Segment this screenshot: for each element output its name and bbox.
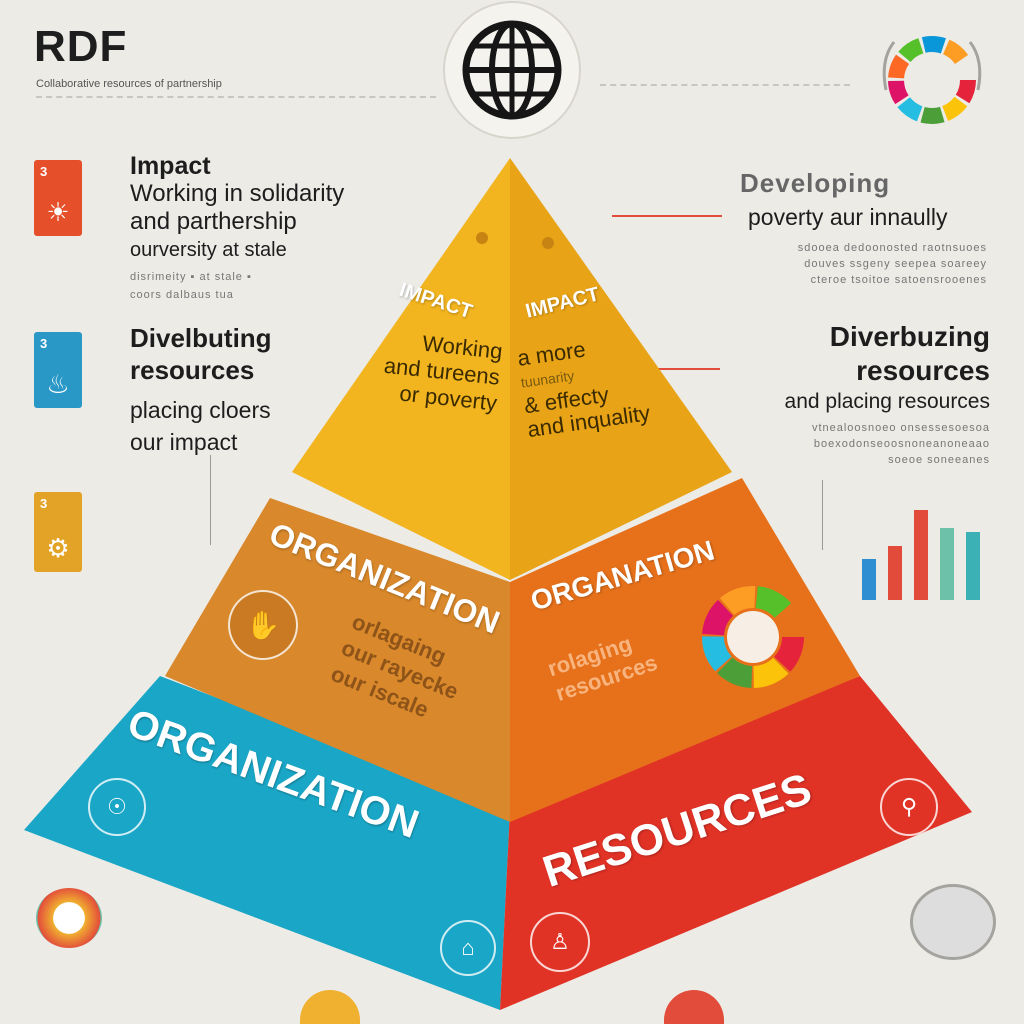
right-block-2-faint-3: soeoe soneeanes xyxy=(888,454,990,466)
globe-icon xyxy=(443,1,581,139)
left-connector xyxy=(210,455,211,545)
right-block-2-heading-line-1: Diverbuzing xyxy=(829,321,990,352)
apex-dot-right xyxy=(542,237,554,249)
apex-right-text: a more tuunarity & effecty and inquality xyxy=(516,330,652,443)
bottom-left-badge xyxy=(36,888,102,948)
mini-bar-2 xyxy=(888,546,902,600)
mid-left-face xyxy=(165,498,510,822)
globe-badge xyxy=(432,0,592,150)
un-emblem-icon xyxy=(910,884,996,960)
left-block-1-faint-1: disrimeity ▪ at stale ▪ xyxy=(130,271,252,283)
sdg-tile-1: 3 ☀ xyxy=(34,160,82,236)
bank-icon: ⌂ xyxy=(440,920,496,976)
mini-bar-1 xyxy=(862,559,876,600)
base-right-face xyxy=(500,676,972,1010)
left-block-2-line-1: placing cloers xyxy=(130,397,271,423)
right-connector-2 xyxy=(640,368,720,370)
left-block-2-heading-line-1: Divelbuting xyxy=(130,323,272,353)
right-block-1-faint-1: sdooea dedoonosted raotnsuoes xyxy=(797,242,987,254)
mid-sdg-wheel xyxy=(698,582,808,692)
left-block-1-line-1: Working in solidarity xyxy=(130,180,345,207)
left-block-1-faint: disrimeity ▪ at stale ▪ coors dalbaus tu… xyxy=(130,268,252,304)
left-block-1-heading: Impact xyxy=(130,152,211,180)
right-block-1-faint-3: cteroe tsoitoe satoensrooenes xyxy=(810,274,987,286)
apex-right-face xyxy=(510,158,732,580)
right-block-1-heading: Developing xyxy=(740,168,891,198)
header-divider-right xyxy=(600,84,850,86)
right-block-2-faint-2: boexodonseoosnoneanoneaao xyxy=(813,438,990,450)
apex-left-text: Working and tureens or poverty xyxy=(366,325,504,416)
mini-bar-5 xyxy=(966,532,980,600)
right-block-1-line-1: poverty aur innaully xyxy=(748,204,948,230)
brand-tagline: Collaborative resources of partnership xyxy=(36,78,222,90)
brand-title: RDF xyxy=(34,22,128,71)
header-divider-left xyxy=(36,96,436,98)
sdg-wheel-icon xyxy=(702,586,804,688)
sdg-tile-1-num: 3 xyxy=(40,164,48,179)
megaphone-icon: ⚲ xyxy=(880,778,938,836)
right-block-1-faint: sdooea dedoonosted raotnsuoes douves ssg… xyxy=(705,240,987,288)
left-block-2-text: placing cloers our impact xyxy=(130,394,271,458)
apex-left-face xyxy=(292,158,510,580)
right-block-1-faint-2: douves ssgeny seepea soareey xyxy=(804,258,987,270)
mini-bar-chart xyxy=(856,490,996,600)
mid-right-face xyxy=(510,478,860,822)
apex-dot-left xyxy=(476,232,488,244)
gear-icon: ⚙ xyxy=(46,533,70,563)
sdg-tile-2: 3 ♨ xyxy=(34,332,82,408)
left-block-1-line-2: and parthership xyxy=(130,208,297,235)
hand-heart-icon: ✋ xyxy=(228,590,298,660)
sdg-tile-3-num: 3 xyxy=(40,496,48,511)
right-connector-3 xyxy=(822,480,823,550)
left-block-1-line-3: ourversity at stale xyxy=(130,239,287,261)
mini-bar-4 xyxy=(940,528,954,600)
right-block-2-faint-1: vtnealoosnoeo onsessesoesoa xyxy=(811,422,990,434)
right-connector-1 xyxy=(612,215,722,217)
right-block-2-heading-line-2: resources xyxy=(856,355,990,386)
sdg-tile-3: 3 ⚙ xyxy=(34,492,82,572)
left-block-2-heading-line-2: resources xyxy=(130,355,255,385)
right-block-2-faint: vtnealoosnoeo onsessesoesoa boexodonseoo… xyxy=(720,420,990,468)
right-block-2-line-1: and placing resources xyxy=(784,390,990,413)
base-left-face xyxy=(24,676,510,1010)
right-block-2-heading: Diverbuzing resources xyxy=(760,320,990,388)
person-icon: ♙ xyxy=(530,912,590,972)
sun-icon: ☀ xyxy=(46,197,70,227)
left-block-2-heading: Divelbuting resources xyxy=(130,322,272,386)
mini-bar-3 xyxy=(914,510,928,600)
left-block-2-line-2: our impact xyxy=(130,429,238,455)
sdg-wheel-icon xyxy=(882,36,982,124)
left-block-1-faint-2: coors dalbaus tua xyxy=(130,289,234,301)
sdg-tile-2-num: 3 xyxy=(40,336,48,351)
sdg-wheel-badge xyxy=(872,30,992,130)
hand-icon: ♨ xyxy=(46,369,70,399)
left-block-1-text: Working in solidarity and parthership ou… xyxy=(130,180,344,264)
hands-icon: ☉ xyxy=(88,778,146,836)
